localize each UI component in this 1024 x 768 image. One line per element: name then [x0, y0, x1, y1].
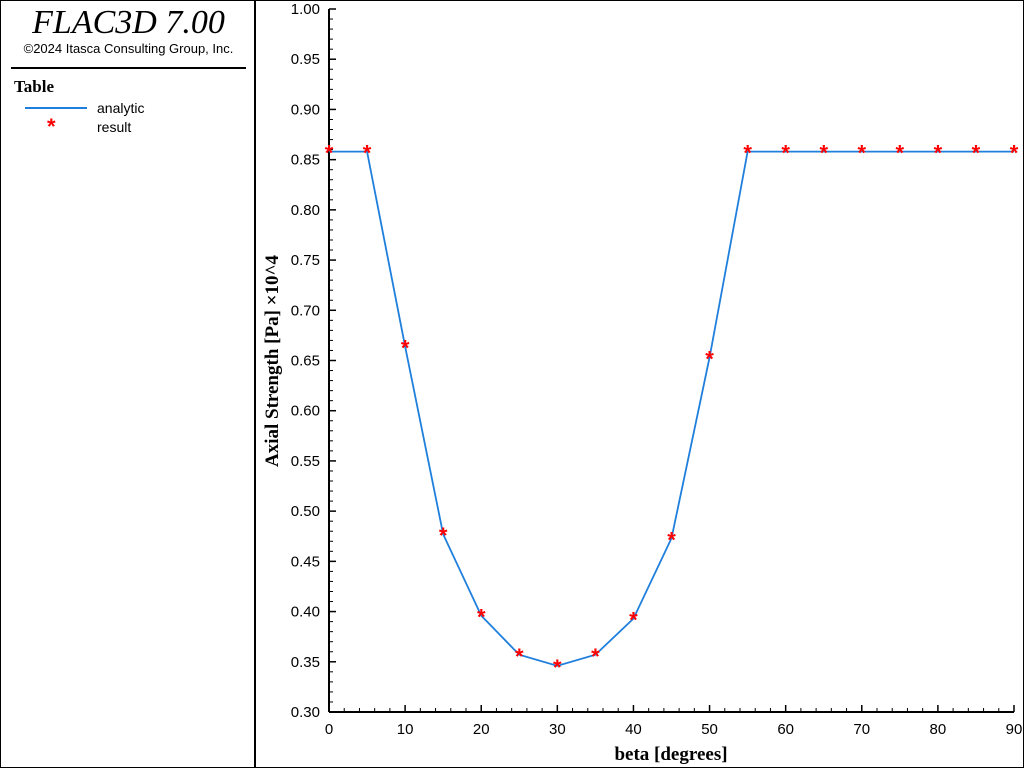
x-tick-label: 20	[473, 721, 490, 738]
data-point-result: *	[553, 655, 562, 680]
data-point-result: *	[477, 605, 486, 630]
data-point-result: *	[629, 608, 638, 633]
series-line-analytic	[329, 150, 1014, 667]
x-tick-label: 10	[397, 721, 414, 738]
data-point-result: *	[972, 141, 981, 166]
data-point-result: *	[781, 141, 790, 166]
y-tick-label: 0.75	[291, 252, 320, 269]
data-point-result: *	[896, 141, 905, 166]
y-tick-label: 0.55	[291, 453, 320, 470]
x-tick-label: 80	[930, 721, 947, 738]
chart-area: 0.30 0.35 0.40 0.45 0.50 0.55 0.60 0.65 0.70 0.75…	[262, 1, 1023, 765]
y-tick-label: 0.80	[291, 202, 320, 219]
x-tick-label: 60	[777, 721, 794, 738]
axes: 0.30 0.35 0.40 0.45 0.50 0.55 0.60 0.65 0.70 0.75…	[291, 1, 1023, 738]
data-point-result: *	[325, 141, 334, 166]
line-swatch-icon	[25, 107, 87, 109]
series-layer: * * * * * * * * * * * * * * * * * * *	[325, 141, 1019, 680]
data-point-result: *	[667, 527, 676, 552]
data-point-result: *	[439, 523, 448, 548]
data-point-result: *	[819, 141, 828, 166]
x-tick-label: 40	[625, 721, 642, 738]
y-tick-label: 0.50	[291, 503, 320, 520]
data-point-result: *	[857, 141, 866, 166]
y-tick-label: 0.45	[291, 553, 320, 570]
legend-label-result: result	[97, 119, 132, 135]
legend-item-analytic: analytic	[23, 99, 223, 117]
y-tick-label: 0.90	[291, 101, 320, 118]
data-point-result: *	[515, 644, 524, 669]
y-tick-label: 0.30	[291, 704, 320, 721]
x-tick-label: 50	[701, 721, 718, 738]
data-point-result: *	[363, 141, 372, 166]
legend-label-analytic: analytic	[97, 100, 145, 116]
x-tick-label: 30	[549, 721, 566, 738]
data-point-result: *	[934, 141, 943, 166]
y-tick-label: 0.95	[291, 51, 320, 68]
x-tick-label: 0	[325, 721, 333, 738]
data-point-result: *	[591, 644, 600, 669]
y-tick-label: 0.35	[291, 654, 320, 671]
app-copyright: ©2024 Itasca Consulting Group, Inc.	[23, 41, 234, 56]
legend-item-result: * result	[23, 114, 223, 139]
data-point-result: *	[1010, 141, 1019, 166]
data-point-result: *	[743, 141, 752, 166]
y-tick-label: 0.60	[291, 403, 320, 420]
y-tick-label: 1.00	[291, 1, 320, 18]
y-tick-label: 0.70	[291, 302, 320, 319]
header-divider	[11, 67, 246, 69]
star-icon: *	[47, 114, 56, 139]
x-tick-label: 70	[853, 721, 870, 738]
x-tick-label: 90	[1006, 721, 1023, 738]
legend-title: Table	[14, 77, 55, 96]
y-tick-label: 0.65	[291, 353, 320, 370]
x-axis-label: beta [degrees]	[614, 744, 727, 765]
y-tick-label: 0.85	[291, 152, 320, 169]
app-title: FLAC3D 7.00	[32, 4, 225, 41]
y-axis-label: Axial Strength [Pa] ×10^4	[262, 254, 283, 467]
y-tick-label: 0.40	[291, 604, 320, 621]
data-point-result: *	[401, 335, 410, 360]
data-point-result: *	[705, 346, 714, 371]
legend-panel: FLAC3D 7.00 ©2024 Itasca Consulting Grou…	[1, 1, 256, 767]
